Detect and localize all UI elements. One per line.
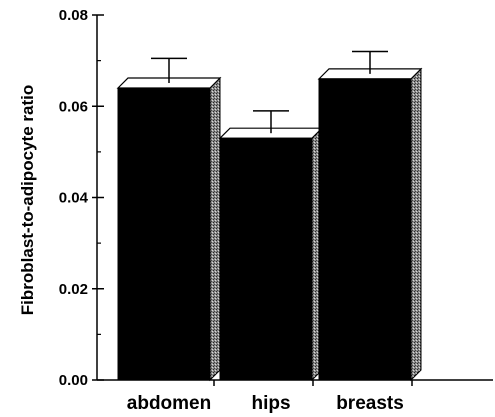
x-tick-label-breasts: breasts — [336, 393, 404, 414]
x-tick-label-abdomen: abdomen — [127, 393, 211, 414]
bar-front-abdomen — [117, 87, 211, 381]
y-tick-label: 0.08 — [59, 7, 88, 24]
bar-side-breasts — [410, 67, 422, 382]
bar-front-hips — [219, 137, 313, 381]
bar-front-breasts — [318, 78, 412, 381]
y-tick-label: 0.00 — [59, 372, 88, 389]
y-tick-label: 0.06 — [59, 98, 88, 115]
y-axis-title: Fibroblast-to-adipocyte ratio — [18, 85, 37, 315]
bar-breasts — [317, 50, 423, 382]
y-tick-label: 0.02 — [59, 281, 88, 298]
y-tick-label: 0.04 — [59, 190, 89, 207]
bar-abdomen — [116, 57, 222, 382]
bars — [116, 50, 423, 382]
bar-hips — [218, 110, 324, 382]
x-tick-label-hips: hips — [251, 393, 290, 414]
axes — [92, 14, 493, 386]
labels: 0.00 0.02 0.04 0.06 0.08 abdomen hips breasts — [59, 7, 404, 414]
bar-side-abdomen — [209, 76, 221, 382]
